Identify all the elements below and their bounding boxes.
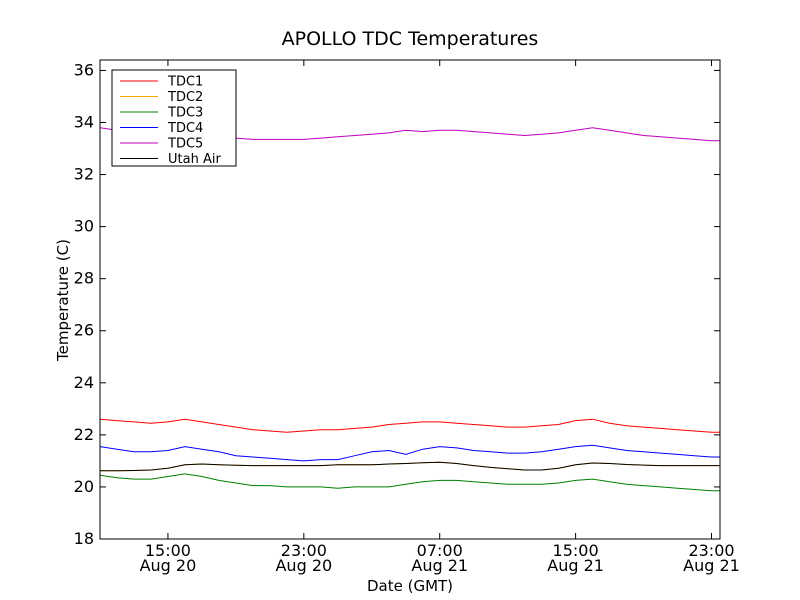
x-tick-time-label: 15:00 — [145, 541, 191, 560]
y-tick-label: 26 — [74, 321, 94, 340]
x-tick-date-label: Aug 20 — [275, 556, 332, 575]
legend-label: TDC5 — [167, 137, 203, 152]
series-line-tdc1 — [99, 418, 720, 433]
y-tick-label: 32 — [74, 165, 94, 184]
x-tick-time-label: 23:00 — [688, 541, 734, 560]
x-tick-date-label: Aug 21 — [683, 556, 740, 575]
y-tick-label: 22 — [74, 425, 94, 444]
y-tick-label: 20 — [74, 477, 94, 496]
x-tick-date-label: Aug 21 — [547, 556, 604, 575]
x-tick-date-label: Aug 21 — [411, 556, 468, 575]
legend-label: TDC4 — [167, 121, 203, 136]
plot-lines — [99, 127, 720, 492]
y-tick-label: 28 — [74, 269, 94, 288]
series-line-tdc4 — [99, 444, 720, 462]
legend-box — [111, 69, 237, 167]
x-tick-time-label: 07:00 — [417, 541, 463, 560]
y-tick-label: 24 — [74, 373, 94, 392]
legend-label: Utah Air — [168, 152, 221, 167]
series-line-utah-air — [100, 461, 720, 472]
legend-label: TDC3 — [167, 106, 203, 121]
chart-title: APOLLO TDC Temperatures — [282, 28, 539, 50]
y-tick-label: 36 — [74, 60, 94, 79]
plot-frame — [99, 59, 721, 540]
legend-label: TDC2 — [167, 90, 203, 105]
x-tick-time-label: 23:00 — [281, 541, 327, 560]
y-tick-label: 34 — [74, 112, 94, 131]
y-tick-label: 18 — [74, 529, 94, 548]
y-axis-label: Temperature (C) — [54, 239, 72, 362]
x-tick-date-label: Aug 20 — [140, 556, 197, 575]
x-axis-label: Date (GMT) — [367, 577, 453, 595]
x-tick-time-label: 15:00 — [553, 541, 599, 560]
series-line-tdc3 — [99, 473, 720, 492]
y-tick-label: 30 — [74, 217, 94, 236]
legend-label: TDC1 — [167, 75, 203, 90]
